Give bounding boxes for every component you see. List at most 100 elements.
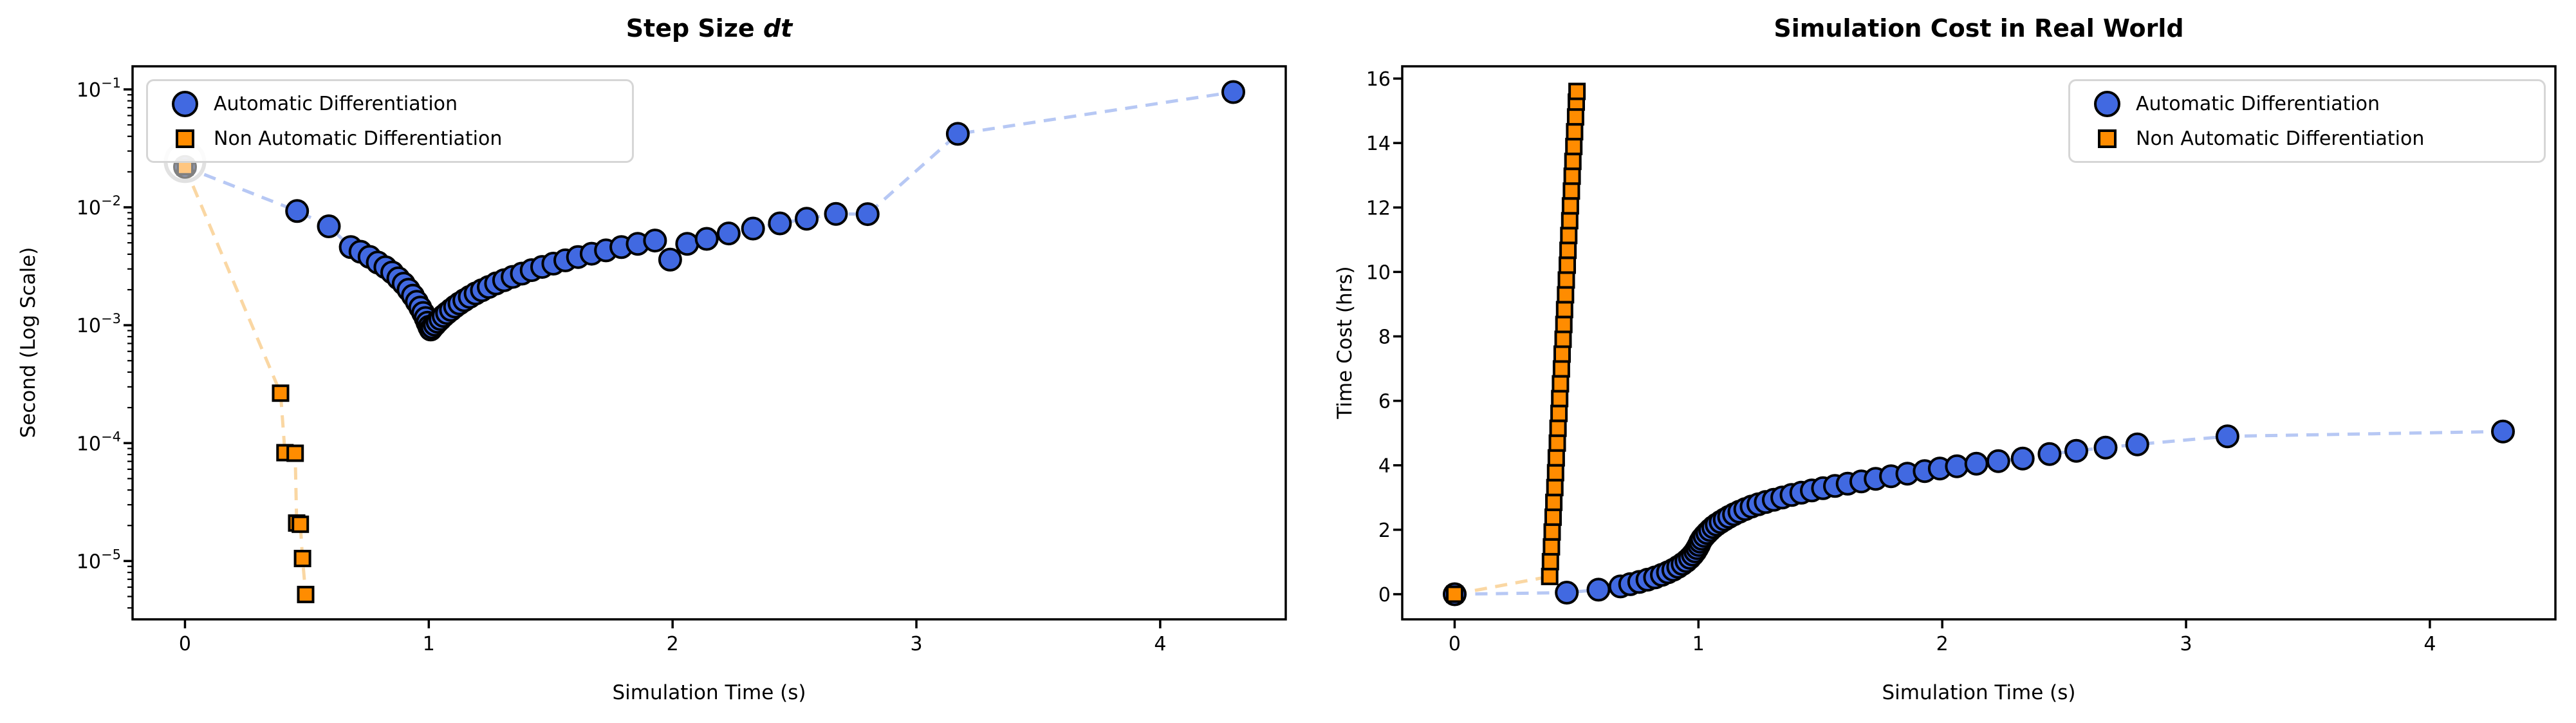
nonad-data-point xyxy=(1564,153,1582,171)
ad-data-point xyxy=(2125,432,2149,456)
nonad-data-point xyxy=(1543,538,1561,556)
nonad-data-point xyxy=(272,384,290,402)
ad-data-point xyxy=(317,214,341,238)
y-tick-label: 8 xyxy=(1378,326,1391,348)
x-tick-label: 0 xyxy=(179,633,191,655)
nonad-data-point xyxy=(1546,464,1564,482)
legend-label-ad: Automatic Differentiation xyxy=(214,92,458,115)
ad-data-point xyxy=(741,216,765,241)
nonad-data-point xyxy=(1554,330,1572,348)
nonad-data-point xyxy=(297,585,315,603)
nonad-data-point xyxy=(1559,256,1576,274)
nonad-data-point xyxy=(1566,108,1584,126)
ad-data-point xyxy=(658,247,682,272)
nonad-square-marker-icon xyxy=(2092,129,2122,148)
nonad-data-point xyxy=(1559,241,1577,259)
y-tick-label: 0 xyxy=(1378,584,1391,606)
legend-row-nonad: Non Automatic Differentiation xyxy=(2092,121,2531,156)
y-tick-label: 10−1 xyxy=(77,75,121,102)
nonad-square-marker-icon xyxy=(170,129,199,148)
ad-data-point xyxy=(675,232,700,256)
ad-data-point xyxy=(2010,446,2035,471)
nonad-data-point xyxy=(1552,375,1570,393)
ad-data-point xyxy=(2064,438,2088,463)
ad-data-point xyxy=(945,122,970,146)
nonad-data-point xyxy=(1560,227,1578,245)
nonad-data-point xyxy=(1555,301,1573,319)
left-chart-title: Step Size dt xyxy=(626,14,793,42)
nonad-data-point xyxy=(1563,167,1581,185)
ad-data-point xyxy=(285,199,310,223)
x-tick-label: 2 xyxy=(1936,633,1949,655)
nonad-data-point xyxy=(1541,552,1559,570)
x-tick-label: 4 xyxy=(1154,633,1166,655)
y-tick-label: 12 xyxy=(1366,197,1391,220)
plot-frame xyxy=(131,65,1287,621)
nonad-data-point xyxy=(1544,508,1562,526)
nonad-data-point xyxy=(1545,493,1563,511)
ad-data-point xyxy=(716,221,741,246)
nonad-data-point xyxy=(1555,315,1573,333)
legend-row-ad: Automatic Differentiation xyxy=(2092,86,2531,121)
nonad-data-point xyxy=(1568,82,1586,100)
ad-data-point xyxy=(795,207,819,231)
ad-data-point xyxy=(2215,424,2239,449)
right-legend: Automatic Differentiation Non Automatic … xyxy=(2068,79,2546,163)
y-tick-label: 10−5 xyxy=(77,547,121,573)
left-y-axis-label: Second (Log Scale) xyxy=(17,247,40,438)
ad-data-point xyxy=(2093,435,2118,460)
y-tick-label: 4 xyxy=(1378,455,1391,478)
y-tick-label: 10−3 xyxy=(77,311,121,337)
nonad-line xyxy=(183,166,308,595)
nonad-data-point xyxy=(1562,182,1580,200)
nonad-data-point xyxy=(292,515,310,533)
left-chart-title-text: Step Size xyxy=(625,14,763,42)
ad-data-point xyxy=(1586,577,1611,602)
nonad-data-point xyxy=(1550,404,1568,422)
y-tick-label: 6 xyxy=(1378,391,1391,413)
nonad-data-point xyxy=(1551,390,1569,408)
plot-frame xyxy=(1401,65,2557,621)
legend-label-nonad: Non Automatic Differentiation xyxy=(2136,127,2425,150)
left-x-axis-label: Simulation Time (s) xyxy=(612,681,806,704)
ad-data-point xyxy=(855,202,880,227)
x-tick-label: 4 xyxy=(2423,633,2436,655)
y-tick-label: 16 xyxy=(1366,68,1391,91)
right-y-axis-label: Time Cost (hrs) xyxy=(1333,266,1357,419)
step-size-panel: 0 1 2 3 4 10−1 10−2 10−3 10−4 10−5 xyxy=(77,65,1287,655)
nonad-data-point xyxy=(1548,434,1566,452)
nonad-data-point xyxy=(1557,271,1575,289)
ad-circle-marker-icon xyxy=(170,90,199,117)
nonad-data-point xyxy=(1552,360,1570,378)
legend-row-ad: Automatic Differentiation xyxy=(170,86,619,121)
nonad-data-point xyxy=(1549,419,1567,437)
nonad-data-point xyxy=(1557,286,1575,304)
nonad-data-point xyxy=(1446,585,1463,603)
ad-circle-marker-icon xyxy=(2092,90,2122,117)
legend-label-nonad: Non Automatic Differentiation xyxy=(214,127,503,150)
x-tick-label: 3 xyxy=(2180,633,2192,655)
y-tick-label: 10 xyxy=(1366,261,1391,284)
ad-data-point xyxy=(2491,419,2515,444)
left-legend: Automatic Differentiation Non Automatic … xyxy=(146,79,634,163)
nonad-data-point xyxy=(1547,449,1565,467)
nonad-data-point xyxy=(1541,567,1559,585)
x-tick-label: 0 xyxy=(1449,633,1461,655)
ad-data-point xyxy=(1945,454,1969,478)
x-tick-label: 2 xyxy=(667,633,679,655)
x-tick-label: 1 xyxy=(1692,633,1705,655)
ad-data-point xyxy=(643,229,667,253)
ad-data-point xyxy=(1221,80,1245,104)
legend-row-nonad: Non Automatic Differentiation xyxy=(170,121,619,156)
ad-data-point xyxy=(2037,442,2062,466)
x-tick-label: 1 xyxy=(423,633,435,655)
nonad-data-point xyxy=(293,550,311,567)
nonad-data-point xyxy=(1546,478,1564,496)
right-x-axis-label: Simulation Time (s) xyxy=(1882,681,2076,704)
nonad-data-point xyxy=(286,444,304,462)
ad-data-point xyxy=(694,227,719,251)
y-tick-label: 10−4 xyxy=(77,429,121,455)
